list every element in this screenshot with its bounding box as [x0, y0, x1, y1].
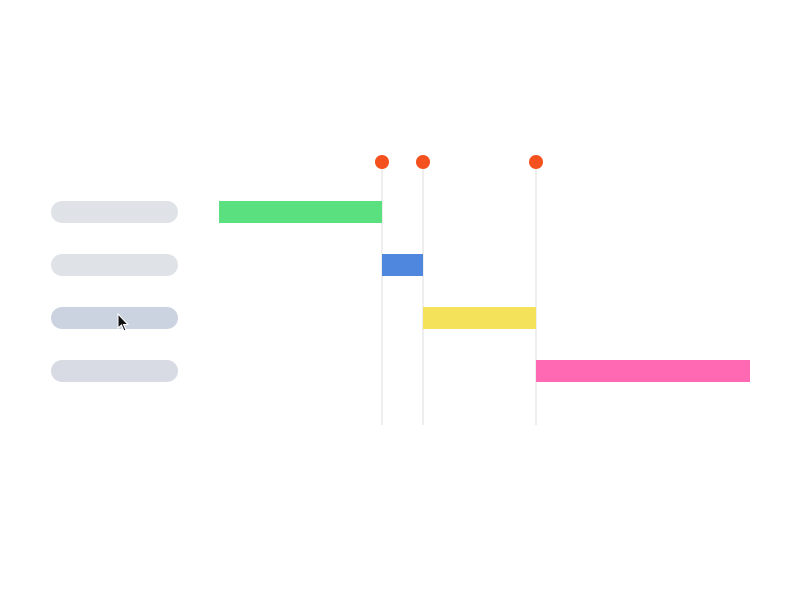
row-label-placeholder[interactable]: [51, 254, 178, 276]
rows: [51, 201, 750, 382]
row-label-placeholder[interactable]: [51, 201, 178, 223]
milestone-dot[interactable]: [529, 155, 543, 169]
milestone-dot[interactable]: [416, 155, 430, 169]
milestone-dot[interactable]: [375, 155, 389, 169]
task-bar[interactable]: [382, 254, 423, 276]
task-bar[interactable]: [423, 307, 536, 329]
row-label-placeholder[interactable]: [51, 307, 178, 329]
task-bar[interactable]: [219, 201, 382, 223]
row-label-placeholder[interactable]: [51, 360, 178, 382]
task-bar[interactable]: [536, 360, 750, 382]
mouse-cursor: [117, 312, 130, 332]
milestones: [375, 155, 543, 169]
